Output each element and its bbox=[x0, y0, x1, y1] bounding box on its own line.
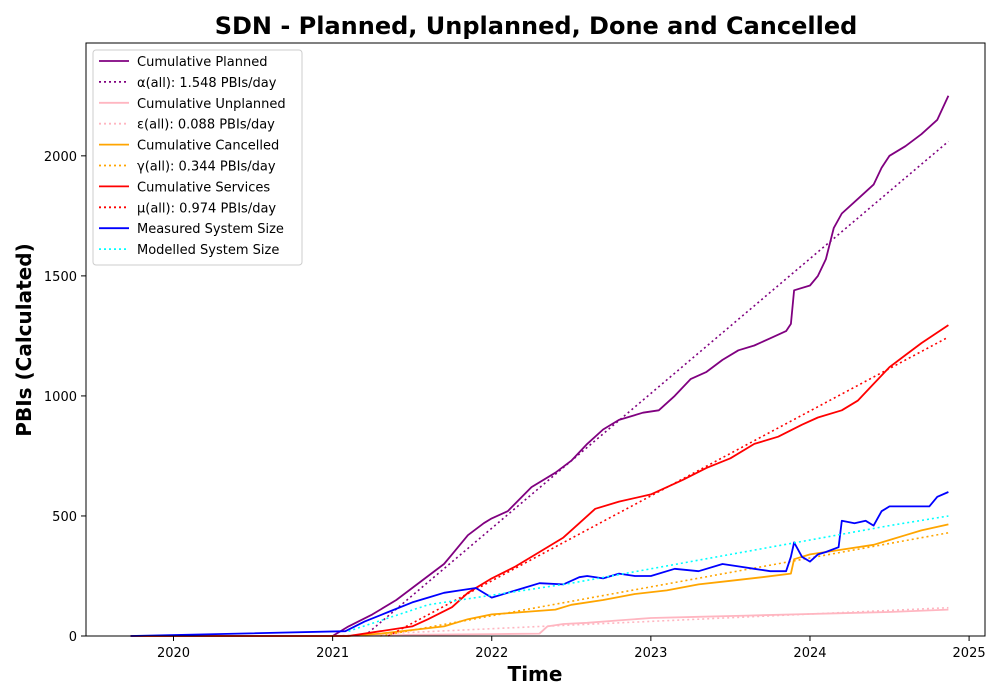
x-axis: 2020 2021 2022 2023 2024 2025 bbox=[157, 636, 986, 661]
y-tick-label: 2000 bbox=[44, 150, 77, 165]
series-line-2 bbox=[130, 608, 949, 637]
series-line-9 bbox=[348, 515, 949, 632]
x-axis-title: Time bbox=[508, 662, 563, 686]
chart-title: SDN - Planned, Unplanned, Done and Cance… bbox=[215, 12, 858, 40]
legend-box bbox=[92, 49, 303, 266]
series-line-8 bbox=[130, 491, 949, 637]
plot-frame bbox=[85, 42, 986, 637]
series-line-7 bbox=[387, 336, 949, 637]
y-tick-label: 500 bbox=[52, 510, 77, 525]
x-tick-label: 2021 bbox=[316, 646, 349, 661]
x-tick-label: 2025 bbox=[953, 646, 986, 661]
legend-label: γ(all): 0.344 PBIs/day bbox=[137, 160, 276, 175]
series-line-6 bbox=[130, 324, 949, 637]
legend-label: Modelled System Size bbox=[137, 243, 279, 258]
legend-label: ε(all): 0.088 PBIs/day bbox=[137, 118, 275, 133]
y-axis: 0 500 1000 1500 2000 bbox=[44, 150, 86, 645]
series-line-0 bbox=[130, 95, 950, 637]
legend-label: Cumulative Cancelled bbox=[137, 139, 279, 154]
legend-label: α(all): 1.548 PBIs/day bbox=[137, 76, 277, 91]
legend-label: Cumulative Planned bbox=[137, 55, 267, 70]
x-tick-label: 2022 bbox=[475, 646, 508, 661]
series-line-4 bbox=[130, 523, 949, 637]
y-tick-label: 1000 bbox=[44, 390, 77, 405]
series-line-5 bbox=[380, 532, 949, 637]
y-tick-label: 0 bbox=[69, 630, 77, 645]
plot-area bbox=[130, 95, 950, 637]
legend-label: Measured System Size bbox=[137, 222, 284, 237]
y-axis-title: PBIs (Calculated) bbox=[12, 243, 36, 436]
y-tick-label: 1500 bbox=[44, 270, 77, 285]
x-tick-label: 2024 bbox=[793, 646, 826, 661]
legend-label: μ(all): 0.974 PBIs/day bbox=[137, 201, 276, 216]
legend-label: Cumulative Unplanned bbox=[137, 97, 286, 112]
x-tick-label: 2020 bbox=[157, 646, 190, 661]
x-tick-label: 2023 bbox=[634, 646, 667, 661]
legend: Cumulative Planned α(all): 1.548 PBIs/day… bbox=[92, 49, 303, 266]
legend-label: Cumulative Services bbox=[137, 180, 270, 195]
